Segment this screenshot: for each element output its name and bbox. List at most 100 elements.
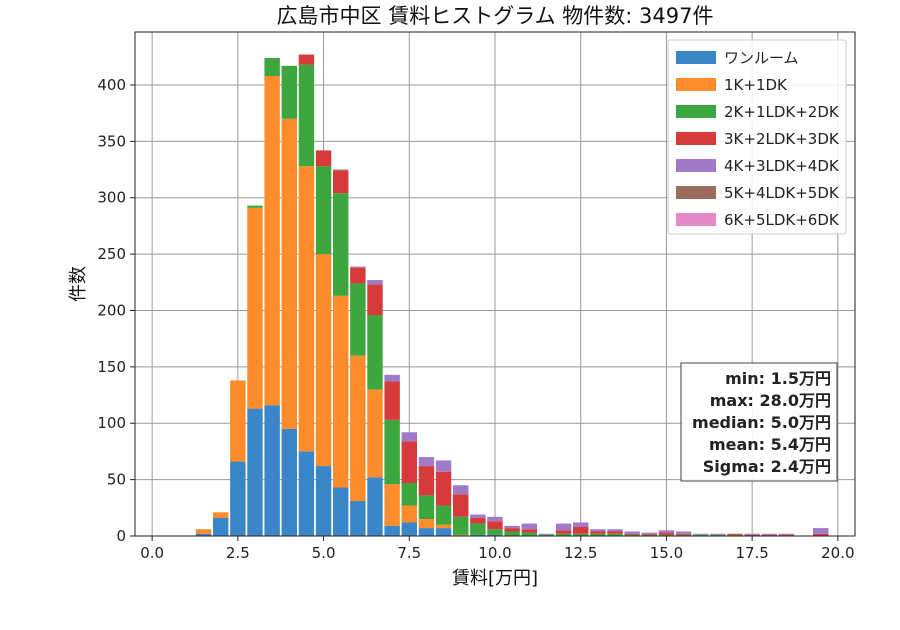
x-tick-label: 2.5 [226, 544, 250, 562]
bar-segment-3-26 [641, 533, 657, 535]
y-tick-label: 0 [116, 527, 126, 545]
bar-segment-0-6 [298, 451, 315, 536]
bar-segment-1-4 [264, 75, 280, 406]
bar-segment-2-22 [573, 533, 589, 536]
bars [195, 54, 829, 536]
bar-segment-4-36 [813, 528, 829, 534]
bar-segment-4-34 [778, 533, 795, 535]
bar-segment-4-18 [504, 525, 520, 529]
bar-segment-1-2 [230, 380, 246, 462]
chart-title: 広島市中区 賃料ヒストグラム 物件数: 3497件 [277, 4, 714, 28]
bar-segment-3-15 [453, 494, 469, 517]
bar-segment-4-23 [590, 529, 606, 532]
bar-segment-3-21 [555, 530, 572, 534]
bar-segment-3-23 [590, 531, 606, 534]
legend-label: 6K+5LDK+6DK [724, 211, 840, 229]
bar-segment-2-28 [675, 534, 692, 536]
bar-segment-0-8 [333, 487, 349, 536]
x-tick-label: 20.0 [821, 544, 854, 562]
stats-line: mean: 5.4万円 [709, 435, 831, 454]
x-tick-label: 0.0 [140, 544, 164, 562]
bar-segment-1-10 [367, 389, 383, 478]
bar-segment-2-9 [350, 283, 366, 356]
bar-segment-2-5 [281, 65, 297, 119]
axis-ticks: 0.0 2.5 5.0 7.5 10.0 12.5 15.0 17.5 20.0 0 50 100 15… [97, 76, 854, 562]
bar-segment-2-12 [401, 483, 417, 506]
bar-segment-2-27 [658, 534, 675, 536]
bar-segment-4-14 [435, 460, 452, 472]
bar-segment-3-6 [298, 54, 315, 65]
legend-label: 1K+1DK [724, 76, 788, 94]
y-tick-label: 300 [97, 189, 126, 207]
bar-segment-1-11 [384, 484, 400, 526]
bar-segment-0-10 [367, 477, 383, 536]
bar-segment-3-8 [333, 170, 349, 194]
bar-segment-1-8 [333, 295, 349, 488]
bar-segment-4-29 [693, 533, 709, 535]
bar-segment-1-6 [298, 166, 315, 452]
bar-segment-1-13 [418, 519, 435, 529]
bar-segment-3-12 [401, 441, 417, 484]
legend-swatch [676, 213, 716, 226]
stats-line: max: 28.0万円 [710, 391, 831, 410]
bar-segment-0-17 [487, 534, 503, 536]
bar-segment-4-10 [367, 280, 383, 285]
bar-segment-0-14 [435, 528, 452, 536]
bar-segment-4-17 [487, 516, 503, 522]
legend: ワンルーム 1K+1DK 2K+1LDK+2DK 3K+2LDK+3DK 4K+3LDK… [667, 39, 847, 235]
bar-segment-2-13 [418, 495, 435, 520]
bar-segment-3-22 [573, 526, 589, 534]
bar-segment-2-29 [693, 534, 709, 536]
bar-segment-4-30 [710, 533, 726, 535]
bar-segment-2-19 [521, 532, 537, 536]
bar-segment-0-11 [384, 525, 400, 536]
bar-segment-4-26 [641, 532, 657, 534]
bar-segment-0-5 [281, 428, 297, 536]
bar-segment-0-13 [418, 528, 435, 536]
stats-line: Sigma: 2.4万円 [703, 457, 831, 476]
bar-segment-0-9 [350, 501, 366, 536]
legend-swatch [676, 132, 716, 145]
x-tick-label: 5.0 [312, 544, 336, 562]
legend-swatch [676, 78, 716, 91]
bar-segment-2-24 [607, 533, 623, 536]
bar-segment-3-11 [384, 381, 400, 420]
bar-segment-2-16 [470, 523, 486, 535]
bar-segment-3-14 [435, 471, 452, 506]
bar-segment-2-11 [384, 419, 400, 485]
y-axis-title: 件数 [68, 266, 89, 302]
legend-swatch [676, 159, 716, 172]
bar-segment-3-19 [521, 529, 537, 533]
bar-segment-2-26 [641, 534, 657, 536]
bar-segment-1-14 [435, 524, 452, 529]
bar-segment-4-20 [538, 533, 555, 535]
bar-segment-3-36 [813, 533, 829, 536]
bar-segment-4-27 [658, 530, 675, 533]
stats-box: min: 1.5万円 max: 28.0万円 median: 5.0万円 mean: … [680, 362, 838, 482]
x-axis-title: 賃料[万円] [452, 568, 538, 589]
bar-segment-5-8 [333, 169, 349, 171]
y-tick-label: 350 [97, 132, 126, 150]
bar-segment-3-32 [744, 534, 760, 536]
y-tick-label: 50 [107, 471, 126, 489]
stats-line: min: 1.5万円 [725, 369, 831, 388]
bar-segment-1-5 [281, 118, 297, 429]
stats-frame [680, 362, 838, 482]
bar-segment-0-16 [470, 534, 486, 536]
bar-segment-2-25 [624, 534, 640, 536]
bar-segment-3-10 [367, 284, 383, 316]
stats-line: median: 5.0万円 [692, 413, 831, 432]
bar-segment-0-4 [264, 405, 280, 536]
bar-segment-4-21 [555, 523, 572, 531]
x-tick-label: 15.0 [650, 544, 683, 562]
legend-label: 4K+3LDK+4DK [724, 157, 840, 175]
bar-segment-3-17 [487, 521, 503, 530]
bar-segment-4-32 [744, 533, 760, 535]
bar-segment-4-22 [573, 522, 589, 527]
bar-segment-3-34 [778, 534, 795, 536]
bar-segment-0-7 [315, 466, 332, 536]
bar-segment-2-23 [590, 533, 606, 536]
bar-segment-2-30 [710, 534, 726, 536]
legend-swatch [676, 186, 716, 199]
